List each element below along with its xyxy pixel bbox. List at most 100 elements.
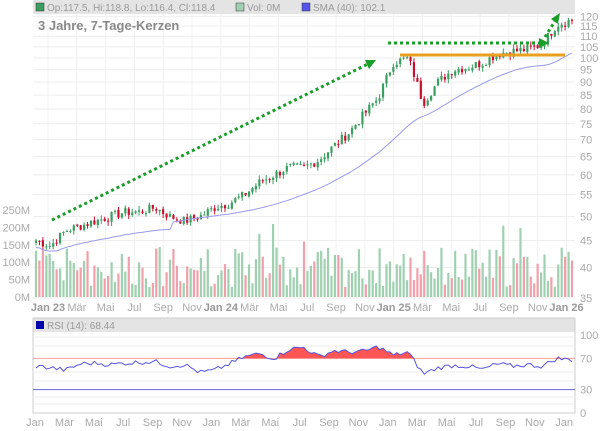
x-tick-label: Sep: [153, 302, 173, 314]
volume-bar: [299, 284, 302, 297]
volume-bar: [258, 233, 261, 297]
candle: [399, 58, 402, 64]
candle: [405, 56, 409, 58]
candle: [460, 68, 464, 73]
volume-bar: [447, 273, 450, 297]
candle: [296, 163, 299, 165]
volume-bar: [557, 264, 560, 297]
candle: [34, 240, 38, 243]
volume-bar: [515, 263, 519, 297]
candle: [213, 208, 216, 211]
volume-bar: [385, 264, 388, 297]
volume-bar: [416, 268, 419, 297]
candle: [412, 62, 416, 77]
volume-bar: [289, 269, 292, 297]
y-tick-label: 110: [580, 31, 598, 43]
candle: [79, 225, 82, 230]
rsi-x-tick-label: Mär: [408, 417, 427, 429]
volume-bar: [275, 247, 278, 297]
volume-bar: [162, 286, 165, 297]
volume-bar: [326, 247, 330, 297]
candle: [560, 24, 563, 28]
candle: [478, 61, 481, 68]
volume-bar: [76, 270, 79, 297]
candle: [368, 104, 371, 114]
volume-bar: [62, 280, 65, 297]
volume-bar: [519, 228, 522, 297]
rsi-x-tick-label: Mär: [55, 417, 74, 429]
volume-bar: [464, 253, 467, 297]
volume-bar: [234, 249, 237, 297]
volume-bar: [282, 256, 285, 297]
volume-bar: [426, 265, 429, 297]
volume-bar: [206, 249, 209, 297]
candle: [227, 207, 230, 209]
volume-bar: [433, 278, 436, 297]
candle: [230, 202, 233, 209]
volume-tick-label: 50M: [9, 275, 30, 287]
volume-bar: [498, 256, 501, 297]
candle: [474, 62, 477, 68]
volume-bar: [395, 264, 398, 297]
arrowhead-icon: [365, 60, 376, 69]
x-tick-label: Nov: [528, 302, 548, 314]
volume-bar: [175, 265, 178, 297]
candle: [234, 198, 237, 203]
x-tick-label: Mär: [413, 302, 432, 314]
candle: [570, 19, 574, 21]
candle: [436, 79, 440, 86]
candle: [151, 204, 154, 209]
y-tick-label: 60: [580, 170, 592, 182]
candle: [299, 164, 302, 166]
volume-bar: [440, 247, 443, 297]
rsi-tick-label: 0: [580, 408, 586, 420]
volume-bar: [168, 259, 172, 297]
volume-bar: [79, 267, 82, 297]
candle: [275, 171, 278, 179]
rsi-legend-swatch: [36, 321, 44, 329]
candle: [340, 134, 343, 145]
volume-bar: [423, 250, 426, 297]
candle: [361, 111, 364, 125]
volume-bar: [227, 269, 230, 297]
volume-tick-label: 0M: [15, 292, 30, 304]
candle: [467, 69, 471, 71]
candle: [55, 242, 58, 244]
candle: [488, 57, 491, 66]
y-tick-label: 100: [580, 53, 598, 65]
y-tick-label: 55: [580, 190, 592, 202]
y-tick-label: 105: [580, 42, 598, 54]
rsi-line: [35, 345, 573, 375]
volume-bar: [58, 268, 62, 297]
candle: [471, 67, 474, 71]
candle: [110, 212, 113, 222]
rsi-x-tick-label: Mai: [438, 417, 456, 429]
volume-bar: [254, 259, 257, 297]
arrowhead-icon: [539, 38, 549, 48]
vol-legend: Vol: 0M: [247, 3, 280, 14]
candle: [83, 224, 86, 230]
volume-bar: [137, 262, 141, 297]
candle: [268, 179, 271, 181]
arrowhead-icon: [551, 13, 560, 24]
candle: [344, 135, 347, 141]
candle: [247, 191, 251, 197]
volume-bar: [357, 249, 361, 297]
volume-bar: [213, 283, 216, 297]
candle: [498, 56, 501, 58]
rsi-x-tick-label: Jan: [203, 417, 221, 429]
volume-bar: [38, 260, 41, 297]
candle: [165, 213, 168, 218]
candle: [103, 218, 106, 222]
candle: [261, 180, 264, 182]
rsi-x-tick-label: Jul: [116, 417, 130, 429]
candle: [323, 157, 326, 160]
y-tick-label: 35: [580, 293, 592, 305]
volume-bar: [220, 270, 223, 297]
candle: [289, 164, 292, 166]
candle: [333, 142, 337, 146]
candle: [96, 219, 99, 225]
rsi-legend: RSI (14): 68.44: [47, 321, 115, 332]
volume-bar: [278, 264, 282, 297]
candle: [395, 64, 398, 68]
